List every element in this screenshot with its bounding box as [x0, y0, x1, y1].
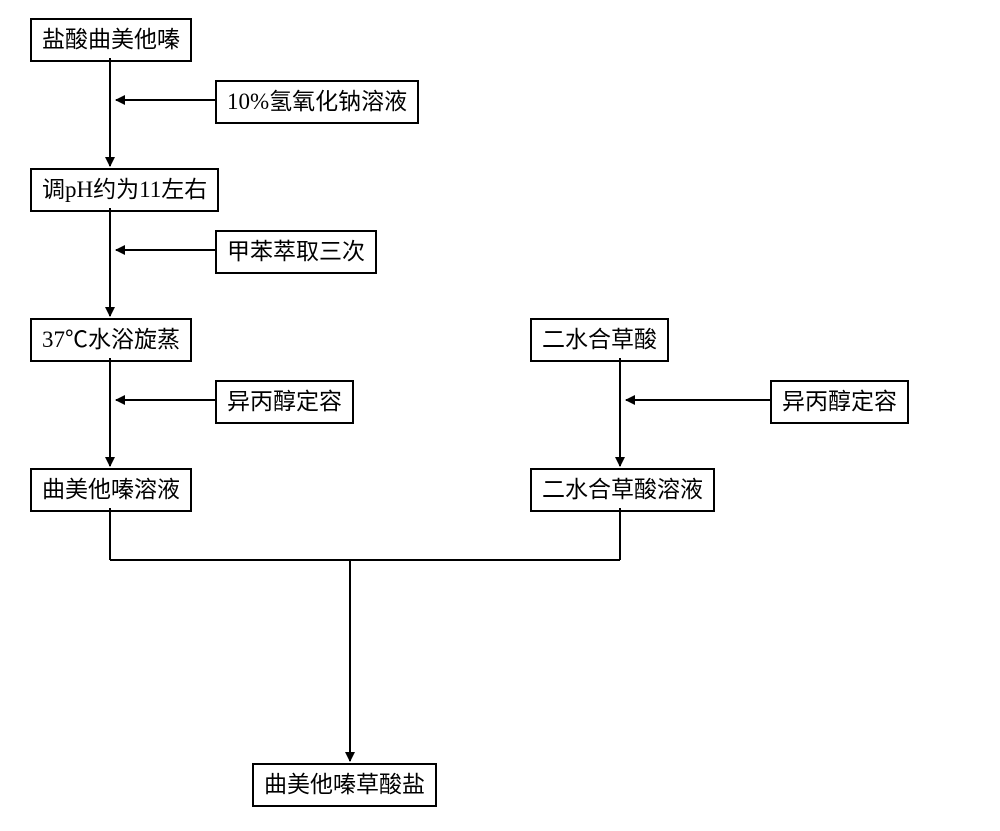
- node-reagent-toluene: 甲苯萃取三次: [215, 230, 377, 274]
- node-reagent-naoh: 10%氢氧化钠溶液: [215, 80, 419, 124]
- node-oxalic-dihydrate: 二水合草酸: [530, 318, 669, 362]
- node-solution-oxalic: 二水合草酸溶液: [530, 468, 715, 512]
- node-reagent-isopropanol-2: 异丙醇定容: [770, 380, 909, 424]
- node-start-compound: 盐酸曲美他嗪: [30, 18, 192, 62]
- node-solution-trimetazidine: 曲美他嗪溶液: [30, 468, 192, 512]
- node-adjust-ph: 调pH约为11左右: [30, 168, 219, 212]
- node-water-bath: 37℃水浴旋蒸: [30, 318, 192, 362]
- node-product-oxalate: 曲美他嗪草酸盐: [252, 763, 437, 807]
- node-reagent-isopropanol-1: 异丙醇定容: [215, 380, 354, 424]
